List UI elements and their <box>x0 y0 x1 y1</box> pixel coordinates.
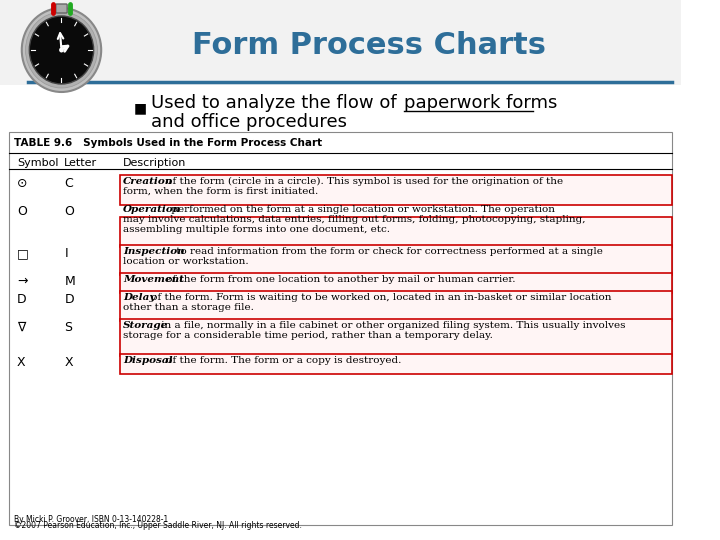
Text: of the form (circle in a circle). This symbol is used for the origination of the: of the form (circle in a circle). This s… <box>163 177 563 186</box>
Text: paperwork forms: paperwork forms <box>404 94 557 112</box>
Text: in a file, normally in a file cabinet or other organized filing system. This usu: in a file, normally in a file cabinet or… <box>158 321 626 330</box>
FancyBboxPatch shape <box>120 273 672 293</box>
Text: Operation: Operation <box>123 205 181 214</box>
FancyBboxPatch shape <box>120 291 672 321</box>
Text: ∇: ∇ <box>17 321 25 334</box>
Text: Storage: Storage <box>123 321 168 330</box>
FancyBboxPatch shape <box>120 175 672 205</box>
Text: to read information from the form or check for correctness performed at a single: to read information from the form or che… <box>173 247 603 256</box>
Text: D: D <box>64 293 74 306</box>
Text: Movement: Movement <box>123 275 184 284</box>
Text: Symbol: Symbol <box>17 158 58 168</box>
Text: Form Process Charts: Form Process Charts <box>192 30 546 59</box>
Text: storage for a considerable time period, rather than a temporary delay.: storage for a considerable time period, … <box>123 331 492 340</box>
Text: O: O <box>64 205 74 218</box>
Bar <box>9 132 672 525</box>
Text: By Micki P. Groover, ISBN 0-13-140228-1: By Micki P. Groover, ISBN 0-13-140228-1 <box>14 515 168 524</box>
Text: of the form from one location to another by mail or human carrier.: of the form from one location to another… <box>163 275 516 284</box>
Text: Creation: Creation <box>123 177 174 186</box>
Text: O: O <box>17 205 27 218</box>
Circle shape <box>25 12 97 88</box>
Text: I: I <box>64 247 68 260</box>
Text: and office procedures: and office procedures <box>151 113 347 131</box>
FancyBboxPatch shape <box>120 245 672 275</box>
Text: D: D <box>17 293 27 306</box>
FancyBboxPatch shape <box>120 319 672 356</box>
Text: X: X <box>64 356 73 369</box>
FancyBboxPatch shape <box>120 217 672 247</box>
Text: other than a storage file.: other than a storage file. <box>123 303 254 312</box>
Text: assembling multiple forms into one document, etc.: assembling multiple forms into one docum… <box>123 225 390 234</box>
Text: location or workstation.: location or workstation. <box>123 257 248 266</box>
Text: Delay: Delay <box>123 293 156 302</box>
Text: may involve calculations, data entries, filling out forms, folding, photocopying: may involve calculations, data entries, … <box>123 215 585 224</box>
Text: of the form. Form is waiting to be worked on, located in an in-basket or similar: of the form. Form is waiting to be worke… <box>148 293 611 302</box>
Text: performed on the form at a single location or workstation. The operation: performed on the form at a single locati… <box>168 205 555 214</box>
FancyBboxPatch shape <box>120 354 672 374</box>
FancyBboxPatch shape <box>56 4 67 13</box>
Text: Description: Description <box>123 158 186 168</box>
Circle shape <box>22 8 102 92</box>
Bar <box>0 0 681 85</box>
Text: X: X <box>17 356 26 369</box>
Text: form, when the form is first initiated.: form, when the form is first initiated. <box>123 187 318 196</box>
Text: of the form. The form or a copy is destroyed.: of the form. The form or a copy is destr… <box>163 356 402 365</box>
Text: S: S <box>64 321 72 334</box>
Text: Inspection: Inspection <box>123 247 184 256</box>
Circle shape <box>59 48 64 52</box>
Text: ⊙: ⊙ <box>17 177 27 190</box>
Text: C: C <box>64 177 73 190</box>
Text: □: □ <box>17 247 29 260</box>
Text: Used to analyze the flow of: Used to analyze the flow of <box>151 94 402 112</box>
Text: Letter: Letter <box>64 158 97 168</box>
Circle shape <box>30 16 94 84</box>
Text: ©2007 Pearson Education, Inc., Upper Saddle River, NJ. All rights reserved.: ©2007 Pearson Education, Inc., Upper Sad… <box>14 521 302 530</box>
Text: Disposal: Disposal <box>123 356 173 365</box>
Text: →: → <box>17 275 27 288</box>
Text: ■: ■ <box>133 101 147 115</box>
Text: TABLE 9.6   Symbols Used in the Form Process Chart: TABLE 9.6 Symbols Used in the Form Proce… <box>14 138 323 148</box>
Text: M: M <box>64 275 75 288</box>
